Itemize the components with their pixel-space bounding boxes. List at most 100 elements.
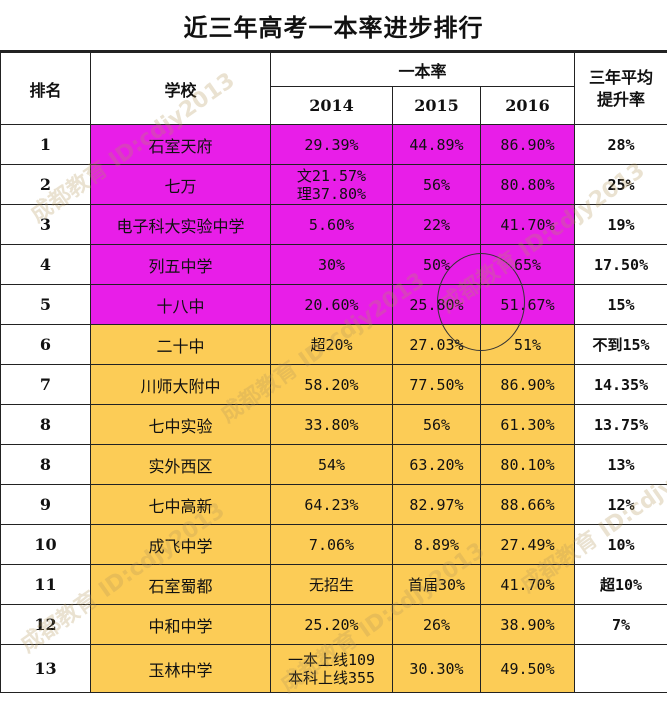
school-cell: 中和中学 — [90, 604, 271, 645]
table-row: 12 中和中学 25.20% 26% 38.90% 7% — [0, 604, 667, 645]
rate-2014-cell: 58.20% — [270, 364, 393, 405]
rate-2015-cell: 25.80% — [392, 284, 481, 325]
rate-2015-cell: 22% — [392, 204, 481, 245]
rank-cell: 10 — [0, 524, 91, 565]
rate-2016-cell: 27.49% — [479, 524, 576, 565]
school-cell: 玉林中学 — [90, 644, 271, 693]
header-avg-line2: 提升率 — [597, 89, 646, 109]
avg-improvement-cell: 12% — [574, 484, 667, 525]
school-cell: 十八中 — [90, 284, 271, 325]
rate-2014-cell: 文21.57% 理37.80% — [270, 164, 393, 205]
avg-improvement-cell: 7% — [574, 604, 667, 645]
school-cell: 石室天府 — [90, 124, 271, 165]
rate-2015-cell: 77.50% — [392, 364, 481, 405]
rank-cell: 8 — [0, 444, 91, 485]
rate-2016-cell: 41.70% — [479, 564, 576, 605]
header-year-2014: 2014 — [270, 86, 393, 125]
table-row: 2 七万 文21.57% 理37.80% 56% 80.80% 25% — [0, 164, 667, 205]
school-cell: 七中高新 — [90, 484, 271, 525]
avg-improvement-cell: 不到15% — [574, 324, 667, 365]
rate-2015-cell: 26% — [392, 604, 481, 645]
rate-2016-cell: 38.90% — [479, 604, 576, 645]
avg-improvement-cell: 17.50% — [574, 244, 667, 285]
rate-2015-cell: 44.89% — [392, 124, 481, 165]
rank-cell: 5 — [0, 284, 91, 325]
rank-cell: 8 — [0, 404, 91, 445]
header-year-2015: 2015 — [392, 86, 481, 125]
avg-improvement-cell: 15% — [574, 284, 667, 325]
header-rank: 排名 — [0, 52, 91, 125]
table-row: 7 川师大附中 58.20% 77.50% 86.90% 14.35% — [0, 364, 667, 405]
table-row: 3 电子科大实验中学 5.60% 22% 41.70% 19% — [0, 204, 667, 245]
rank-cell: 6 — [0, 324, 91, 365]
avg-improvement-cell: 13% — [574, 444, 667, 485]
avg-improvement-cell: 14.35% — [574, 364, 667, 405]
school-cell: 列五中学 — [90, 244, 271, 285]
rate-2014-cell: 25.20% — [270, 604, 393, 645]
school-cell: 电子科大实验中学 — [90, 204, 271, 245]
rank-cell: 4 — [0, 244, 91, 285]
rate-2016-cell: 86.90% — [479, 364, 576, 405]
header-avg-line1: 三年平均 — [589, 67, 654, 87]
rank-cell: 1 — [0, 124, 91, 165]
rate-2016-cell: 51.67% — [479, 284, 576, 325]
table-row: 13 玉林中学 一本上线109 本科上线355 30.30% 49.50% — [0, 644, 667, 693]
rate-2014-cell: 29.39% — [270, 124, 393, 165]
rank-cell: 2 — [0, 164, 91, 205]
rate-2015-cell: 30.30% — [392, 644, 481, 693]
rate-2015-cell: 8.89% — [392, 524, 481, 565]
school-cell: 实外西区 — [90, 444, 271, 485]
avg-improvement-cell: 13.75% — [574, 404, 667, 445]
rate-2014-cell: 超20% — [270, 324, 393, 365]
table-row: 1 石室天府 29.39% 44.89% 86.90% 28% — [0, 124, 667, 165]
header-rate: 一本率 — [269, 52, 576, 87]
page-title: 近三年高考一本率进步排行 — [0, 0, 667, 52]
rate-2014-line1: 一本上线109 — [287, 650, 376, 669]
rate-2015-cell: 27.03% — [392, 324, 481, 365]
rate-2016-cell: 49.50% — [479, 644, 576, 693]
rate-2016-cell: 65% — [479, 244, 576, 285]
rate-2014-cell: 30% — [270, 244, 393, 285]
table-row: 6 二十中 超20% 27.03% 51% 不到15% — [0, 324, 667, 365]
rate-2014-cell: 一本上线109 本科上线355 — [270, 644, 393, 693]
table-row: 11 石室蜀都 无招生 首届30% 41.70% 超10% — [0, 564, 667, 605]
rate-2014-cell: 5.60% — [270, 204, 393, 245]
rate-2014-cell: 7.06% — [270, 524, 393, 565]
rate-2016-cell: 80.10% — [479, 444, 576, 485]
table-row: 8 实外西区 54% 63.20% 80.10% 13% — [0, 444, 667, 485]
rate-2016-cell: 88.66% — [479, 484, 576, 525]
header-year-2016: 2016 — [479, 86, 576, 125]
avg-improvement-cell: 28% — [574, 124, 667, 165]
rank-cell: 11 — [0, 564, 91, 605]
table-row: 10 成飞中学 7.06% 8.89% 27.49% 10% — [0, 524, 667, 565]
rate-2014-line1: 文21.57% — [296, 166, 367, 185]
rate-2015-cell: 首届30% — [392, 564, 481, 605]
table-row: 8 七中实验 33.80% 56% 61.30% 13.75% — [0, 404, 667, 445]
rate-2014-line2: 理37.80% — [296, 184, 367, 203]
school-cell: 七中实验 — [90, 404, 271, 445]
rate-2014-cell: 20.60% — [270, 284, 393, 325]
rate-2016-cell: 86.90% — [479, 124, 576, 165]
table-row: 5 十八中 20.60% 25.80% 51.67% 15% — [0, 284, 667, 325]
rank-cell: 7 — [0, 364, 91, 405]
rate-2016-cell: 80.80% — [479, 164, 576, 205]
rate-2015-cell: 56% — [392, 404, 481, 445]
table-body: 1 石室天府 29.39% 44.89% 86.90% 28% 2 七万 文21.57% 理37.… — [0, 124, 667, 693]
rate-2016-cell: 41.70% — [479, 204, 576, 245]
avg-improvement-cell: 19% — [574, 204, 667, 245]
rate-2016-cell: 51% — [479, 324, 576, 365]
avg-improvement-cell: 10% — [574, 524, 667, 565]
table-row: 9 七中高新 64.23% 82.97% 88.66% 12% — [0, 484, 667, 525]
ranking-table: 排名 学校 一本率 三年平均 提升率 2014 2015 2016 1 石室天府 2… — [0, 52, 667, 693]
rank-cell: 12 — [0, 604, 91, 645]
school-cell: 石室蜀都 — [90, 564, 271, 605]
school-cell: 二十中 — [90, 324, 271, 365]
rank-cell: 9 — [0, 484, 91, 525]
rate-2015-cell: 82.97% — [392, 484, 481, 525]
header-avg: 三年平均 提升率 — [574, 52, 667, 125]
avg-improvement-cell: 超10% — [574, 564, 667, 605]
table-row: 4 列五中学 30% 50% 65% 17.50% — [0, 244, 667, 285]
avg-improvement-cell — [574, 644, 667, 693]
rate-2016-cell: 61.30% — [479, 404, 576, 445]
school-cell: 川师大附中 — [90, 364, 271, 405]
